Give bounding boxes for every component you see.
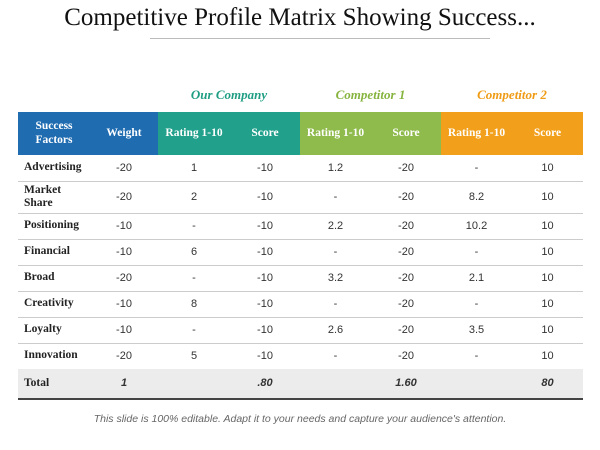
table-cell: -20 [398,219,414,232]
table-cell: -10 [116,297,132,310]
table-cell: -20 [398,297,414,310]
row-divider [18,181,583,182]
table-cell: 2.1 [468,271,485,284]
table-cell: -20 [398,245,414,258]
row-divider [18,317,583,318]
row-label: Market Share [24,183,62,209]
row-divider [18,213,583,214]
table-cell: 6 [190,245,198,258]
table-cell: - [333,349,338,362]
row-divider [18,343,583,344]
row-divider [18,239,583,240]
table-cell: - [192,323,196,336]
table-cell: 8 [190,297,198,310]
row-label: Financial [24,245,71,258]
table-cell: -20 [116,190,132,203]
total-cell: .80 [257,377,273,390]
total-cell: 80 [541,377,554,390]
table-cell: 10 [541,190,554,203]
table-cell: 2.2 [327,219,344,232]
table-cell: -20 [116,161,132,174]
table-cell: -10 [257,245,273,258]
table-cell: -10 [257,271,273,284]
column-header: Rating 1-10 [158,112,230,155]
table-cell: -10 [116,323,132,336]
row-label: Broad [24,271,55,284]
table-cell: 2 [190,190,198,203]
table-cell: 3.2 [327,271,344,284]
table-cell: -20 [398,323,414,336]
total-cell: 1.60 [395,377,417,390]
table-bottom [18,398,583,400]
table-cell: -20 [116,271,132,284]
table-cell: 10 [541,161,554,174]
row-label: Loyalty [24,323,62,336]
table-cell: 10 [541,245,554,258]
table-cell: - [474,161,479,174]
footer: This slide is 100% editable. Adapt it to… [93,413,507,425]
table-cell: 10 [541,323,554,336]
table-cell: -10 [257,323,273,336]
table-cell: 1.2 [327,161,344,174]
table-cell: - [192,271,196,284]
table-cell: -10 [116,245,132,258]
table-cell: -10 [257,219,273,232]
table-cell: 1 [190,161,198,174]
table-cell: -20 [116,349,132,362]
table-cell: - [333,245,338,258]
total-background [18,369,583,398]
column-header: Rating 1-10 [441,112,512,155]
table-cell: -20 [398,271,414,284]
table-cell: - [333,190,338,203]
total-label: Total [24,376,50,389]
table-cell: 10 [541,349,554,362]
row-label: Creativity [24,297,74,310]
table-cell: - [192,219,196,232]
table-cell: 8.2 [468,190,485,203]
row-divider [18,291,583,292]
table-cell: - [474,297,479,310]
group-header: Our Company [190,86,268,102]
table-cell: - [474,245,479,258]
table-cell: - [474,349,479,362]
table-cell: - [333,297,338,310]
row-label: Innovation [24,349,78,362]
column-header: Score [230,112,300,155]
table-cell: -10 [257,161,273,174]
row-label: Positioning [24,219,79,232]
table-cell: 5 [190,349,198,362]
table-cell: 10.2 [465,219,488,232]
title: Competitive Profile Matrix Showing Succe… [64,4,536,31]
title-rule [150,38,490,39]
column-header: Weight [90,112,158,155]
table-cell: 10 [541,297,554,310]
table-cell: -10 [257,190,273,203]
table-cell: -20 [398,349,414,362]
column-header: Rating 1-10 [300,112,371,155]
table-cell: -20 [398,161,414,174]
column-header: Score [512,112,583,155]
table-cell: -20 [398,190,414,203]
table-cell: -10 [257,349,273,362]
total-cell: 1 [120,377,128,390]
column-header: Success Factors [18,112,90,155]
table-cell: -10 [116,219,132,232]
table-cell: 3.5 [468,323,485,336]
group-header: Competitor 2 [477,86,547,102]
table-cell: 10 [541,271,554,284]
row-label: Advertising [24,161,82,174]
row-divider [18,265,583,266]
group-header: Competitor 1 [335,86,406,102]
table-cell: 10 [541,219,554,232]
table-cell: -10 [257,297,273,310]
column-header: Score [371,112,441,155]
table-cell: 2.6 [327,323,344,336]
